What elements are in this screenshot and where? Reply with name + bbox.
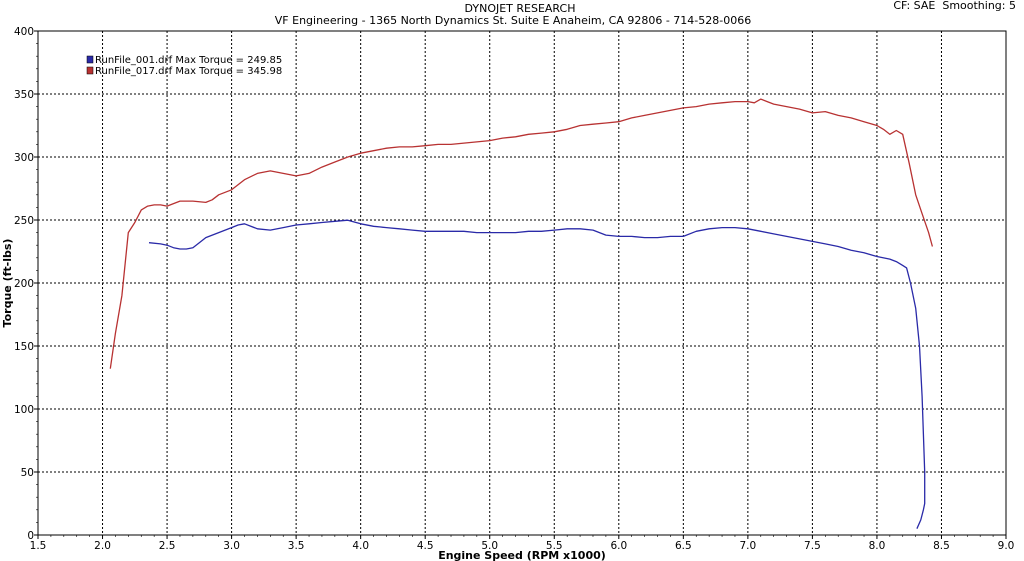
chart-title: DYNOJET RESEARCH — [465, 2, 576, 15]
x-tick-label: 4.0 — [352, 540, 369, 552]
y-tick-label: 300 — [14, 152, 34, 164]
x-tick-label: 7.5 — [804, 540, 821, 552]
y-tick-label: 0 — [27, 530, 34, 542]
x-tick-label: 9.0 — [998, 540, 1015, 552]
x-tick-label: 3.0 — [223, 540, 240, 552]
chart-subtitle: VF Engineering - 1365 North Dynamics St.… — [275, 14, 751, 27]
correction-factor-info: CF: SAE Smoothing: 5 — [893, 0, 1016, 12]
x-tick-label: 8.5 — [933, 540, 950, 552]
legend-label-runfile-001: RunFile_001.drf Max Torque = 249.85 — [95, 55, 282, 66]
x-tick-label: 7.0 — [740, 540, 757, 552]
series-line-runfile-001 — [148, 219, 926, 529]
legend-swatch-runfile-001 — [86, 55, 94, 64]
x-tick-label: 1.5 — [30, 540, 47, 552]
x-tick-labels: 1.5 2.0 2.5 3.0 3.5 4.0 4.5 5.0 5.5 6.0 6.5 7.0 7.5 8… — [30, 540, 1015, 552]
y-tick-label: 150 — [14, 341, 34, 353]
x-tick-label: 6.5 — [675, 540, 692, 552]
y-tick-marks — [34, 30, 38, 536]
x-tick-label: 2.5 — [159, 540, 176, 552]
x-axis-label: Engine Speed (RPM x1000) — [438, 549, 606, 561]
grid-lines — [38, 31, 1006, 535]
y-tick-labels: 0 50 100 150 200 250 300 350 400 — [14, 26, 34, 542]
x-tick-label: 3.5 — [288, 540, 305, 552]
y-tick-label: 100 — [14, 404, 34, 416]
y-tick-label: 400 — [14, 26, 34, 38]
y-tick-label: 250 — [14, 215, 34, 227]
x-tick-label: 5.5 — [546, 540, 563, 552]
series-lines — [109, 98, 934, 529]
series-line-runfile-017 — [109, 98, 934, 369]
legend-swatch-runfile-017 — [86, 66, 94, 75]
x-tick-label: 5.0 — [481, 540, 498, 552]
legend: RunFile_001.drf Max Torque = 249.85 RunF… — [86, 55, 282, 77]
y-axis-label: Torque (ft-lbs) — [1, 239, 14, 328]
x-tick-label: 8.0 — [869, 540, 886, 552]
y-tick-label: 350 — [14, 89, 34, 101]
y-tick-label: 200 — [14, 278, 34, 290]
x-tick-label: 4.5 — [417, 540, 434, 552]
x-tick-label: 2.0 — [94, 540, 111, 552]
x-tick-label: 6.0 — [610, 540, 627, 552]
legend-label-runfile-017: RunFile_017.drf Max Torque = 345.98 — [95, 66, 282, 77]
y-tick-label: 50 — [21, 467, 34, 479]
